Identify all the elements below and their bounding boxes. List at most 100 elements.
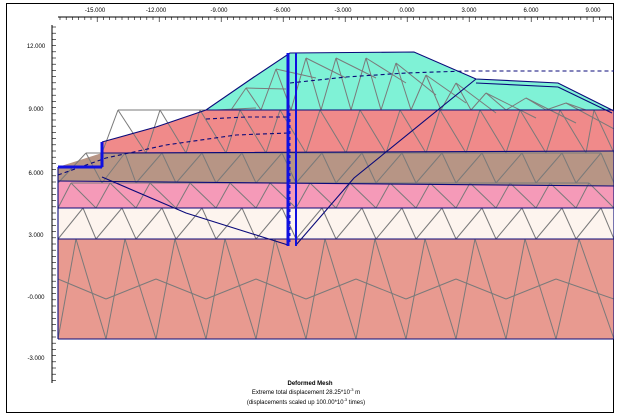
mesh-edge (465, 109, 481, 154)
mesh-edge (290, 57, 307, 111)
mesh-edge (470, 92, 487, 111)
mesh-edge (121, 207, 137, 240)
mesh-edge (305, 57, 347, 79)
mesh-edge (600, 207, 615, 240)
y-tick-label: 9.000 (28, 107, 44, 113)
mesh-edge (105, 278, 157, 300)
mesh-edge (295, 207, 323, 240)
mesh-edge (485, 92, 507, 111)
mesh-edge (375, 207, 403, 240)
mesh-edge (161, 207, 177, 240)
mesh-edge (359, 109, 387, 154)
mesh-edge (555, 238, 580, 340)
mesh-edge (101, 152, 126, 184)
mesh-edge (561, 207, 577, 240)
mesh-edge (335, 57, 352, 111)
mesh-edge (399, 109, 427, 154)
boundary-line (101, 51, 615, 143)
mesh-edge (389, 182, 417, 209)
mesh-edge (199, 109, 227, 154)
mesh-edge (524, 238, 557, 340)
mesh-edge (269, 182, 297, 209)
mesh-edge (175, 207, 203, 240)
top-axis: -15.000 -12.000 -9.000 -6.000 -3.000 0.0… (58, 8, 613, 22)
mesh-edge (495, 182, 511, 209)
x-tick-label: 3.000 (461, 8, 477, 14)
mesh-edge (535, 207, 563, 240)
mesh-edge (593, 109, 615, 154)
mesh-edge (101, 109, 119, 154)
mesh-edge (155, 238, 176, 340)
figure-frame: -15.000 -12.000 -9.000 -6.000 -3.000 0.0… (6, 3, 617, 413)
mesh-edge (495, 152, 523, 184)
mesh-edge (345, 109, 361, 154)
x-tick-label: 9.000 (585, 8, 601, 14)
mesh-edge (405, 238, 426, 340)
mesh-edge (479, 109, 507, 154)
mesh-edge (305, 278, 357, 300)
slip-line (295, 78, 477, 246)
x-tick-label: -12.000 (146, 8, 167, 14)
mesh-edge (361, 152, 377, 184)
soil-layers (58, 52, 614, 339)
y-tick-label: -3.000 (27, 356, 45, 362)
mesh-edge (205, 278, 257, 300)
mesh-edge (70, 182, 97, 209)
y-tick-label: 3.000 (28, 233, 44, 239)
mesh-edge (505, 278, 557, 300)
mesh-edge (305, 238, 326, 340)
mesh-edge (549, 182, 577, 209)
mesh-edge (124, 152, 137, 184)
mesh-edge (365, 57, 407, 84)
mesh-edge (159, 109, 187, 154)
mesh-edge (135, 152, 163, 184)
mesh-edge (324, 238, 357, 340)
mesh-edge (545, 109, 561, 154)
mesh-edge (575, 182, 590, 209)
mesh-edge (124, 238, 157, 340)
mesh-edge (230, 87, 247, 111)
mesh-edge (335, 57, 377, 79)
mesh-edge (365, 57, 382, 111)
mesh-edge (245, 87, 287, 90)
mesh-edge (395, 62, 412, 111)
mesh-edge (305, 57, 322, 111)
mesh-edge (575, 152, 602, 184)
offset-line (475, 82, 559, 88)
mesh-edge (380, 62, 397, 111)
mesh-edge (505, 238, 526, 340)
mesh-edge (485, 92, 537, 119)
mesh-edge (401, 152, 417, 184)
mesh-edge (175, 152, 203, 184)
caption-line-2-exponent: -3 (344, 397, 348, 402)
mesh-edge (319, 109, 347, 154)
mesh-edge (135, 207, 163, 240)
mesh-edge (109, 182, 137, 209)
mesh-edge (295, 182, 311, 209)
mesh-edge (455, 82, 472, 111)
dashed-line (57, 132, 289, 176)
mesh-edge (429, 182, 457, 209)
mesh-edge (260, 68, 277, 111)
mesh-edge (255, 207, 283, 240)
sheet-pile-walls (58, 53, 297, 246)
mesh-edge (350, 57, 367, 111)
mesh-edge (395, 62, 437, 96)
mesh-edge (425, 109, 441, 154)
mesh-edge (355, 278, 407, 300)
mesh-edge (189, 182, 217, 209)
mesh-edge (241, 152, 257, 184)
mesh-edge (565, 102, 587, 111)
mesh-edge (519, 109, 547, 154)
x-tick-label: -3.000 (334, 8, 352, 14)
mesh-edge (57, 238, 77, 340)
mesh-edge (117, 109, 147, 154)
mesh-edge (600, 152, 615, 184)
layer-cream-sand (58, 208, 614, 239)
mesh-edge (535, 182, 551, 209)
mesh-edge (374, 238, 407, 340)
dashed-line (289, 70, 614, 84)
mesh-edge (455, 278, 507, 300)
mesh-edge (57, 182, 72, 209)
mesh-edge (335, 152, 363, 184)
